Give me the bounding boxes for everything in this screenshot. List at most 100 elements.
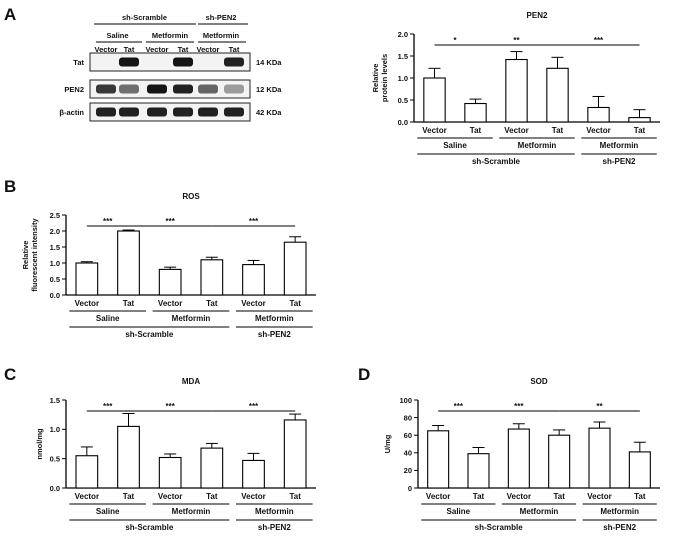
group-label: sh-PEN2 [603,157,636,166]
x-tick-label: Tat [634,126,646,135]
blot-band [198,107,218,117]
bar [200,259,224,296]
x-tick-label: Tat [473,492,485,501]
x-tick-label: Vector [587,492,611,501]
group-label: sh-Scramble [475,523,524,532]
y-tick-label: 0.5 [398,96,408,105]
x-tick-label: Tat [552,126,564,135]
y-tick-label: 0 [408,484,412,493]
blot-row-label: β-actin [59,108,84,117]
y-tick-label: 80 [404,413,412,422]
group-label: sh-Scramble [125,330,174,339]
bar [242,459,265,489]
y-tick-label: 2.0 [398,30,408,39]
blot-group-label: sh-PEN2 [206,13,237,22]
chart-title: SOD [530,377,548,386]
group-label: sh-PEN2 [603,523,636,532]
y-tick-label: 1.5 [50,396,60,405]
x-tick-label: Tat [206,492,218,501]
y-tick-label: 0.5 [50,454,60,463]
significance-label: *** [103,217,113,226]
chart-mda: MDA nmol/mg 0.0 0.5 1.0 1.5 Vector Tat Vector Tat… [35,377,316,532]
bar [75,262,99,296]
bar [546,67,569,123]
blot-lane-label: Tat [229,45,240,54]
y-axis-label-line: fluorescent intensity [30,218,39,292]
x-tick-label: Vector [158,299,182,308]
bar [117,230,140,296]
bar [628,117,651,123]
y-axis-label-line: protein levels [380,54,389,102]
panel-letter-d: D [358,365,370,384]
blot-lane-label: Vector [197,45,220,54]
y-axis-label: nmol/mg [35,428,44,460]
bar [283,241,307,296]
blot-lane-label: Tat [124,45,135,54]
significance-label: *** [249,402,259,411]
blot-band [224,57,244,67]
x-tick-label: Tat [634,492,646,501]
blot-band [173,84,193,94]
blot-group-label: sh-Scramble [122,13,167,22]
bar [283,419,307,489]
bar [548,434,571,489]
significance-label: *** [594,36,604,45]
x-tick-label: Tat [553,492,565,501]
group-label: Saline [96,507,120,516]
blot-subgroup-label: Metformin [203,31,240,40]
group-label: Metformin [600,507,639,516]
bar [158,456,182,489]
blot-size-label: 42 KDa [256,108,282,117]
chart-title: PEN2 [527,11,548,20]
group-label: Metformin [255,507,294,516]
group-label: Saline [447,507,471,516]
group-label: sh-PEN2 [258,330,291,339]
x-tick-label: Vector [422,126,446,135]
y-tick-label: 60 [404,431,412,440]
significance-label: ** [513,36,520,45]
panel-letter-c: C [4,365,16,384]
blot-band [198,84,218,94]
y-tick-label: 1.0 [398,74,408,83]
blot-band [119,84,139,94]
x-tick-label: Vector [158,492,182,501]
significance-label: *** [103,402,113,411]
bar [75,455,99,489]
significance-label: * [453,36,457,45]
bar [587,106,610,123]
y-tick-label: 40 [404,449,412,458]
significance-label: *** [249,217,259,226]
blot-row-label: PEN2 [64,85,84,94]
bar [507,428,530,489]
group-label: Metformin [520,507,559,516]
group-label: Metformin [172,507,211,516]
significance-label: ** [596,402,603,411]
panel-letter-b: B [4,177,16,196]
y-axis-label: Relativeprotein levels [371,54,389,102]
x-tick-label: Vector [507,492,531,501]
x-tick-label: Vector [504,126,528,135]
blot-band [119,107,139,117]
blot-size-label: 12 KDa [256,85,282,94]
y-tick-label: 0.5 [50,275,60,284]
y-tick-label: 1.5 [50,243,60,252]
blot-lane-label: Tat [178,45,189,54]
x-tick-label: Tat [289,299,301,308]
chart-sod: SOD U/mg 0 20 40 60 80 100 Vector Tat Vector Tat Vec… [383,377,660,532]
blot-lane-label: Vector [95,45,118,54]
blot-subgroup-label: Metformin [152,31,189,40]
blot-size-label: 14 KDa [256,58,282,67]
blot-lane-label: Vector [146,45,169,54]
y-axis-label-line: Relative [21,241,30,270]
group-label: Metformin [172,314,211,323]
bar [464,102,487,123]
panel-letter-a: A [4,5,16,24]
bar [505,58,528,123]
x-tick-label: Tat [206,299,218,308]
significance-label: *** [514,402,524,411]
y-tick-label: 2.0 [50,227,60,236]
blot-band [224,84,244,94]
x-tick-label: Tat [123,492,135,501]
blot-row-label: Tat [73,58,84,67]
